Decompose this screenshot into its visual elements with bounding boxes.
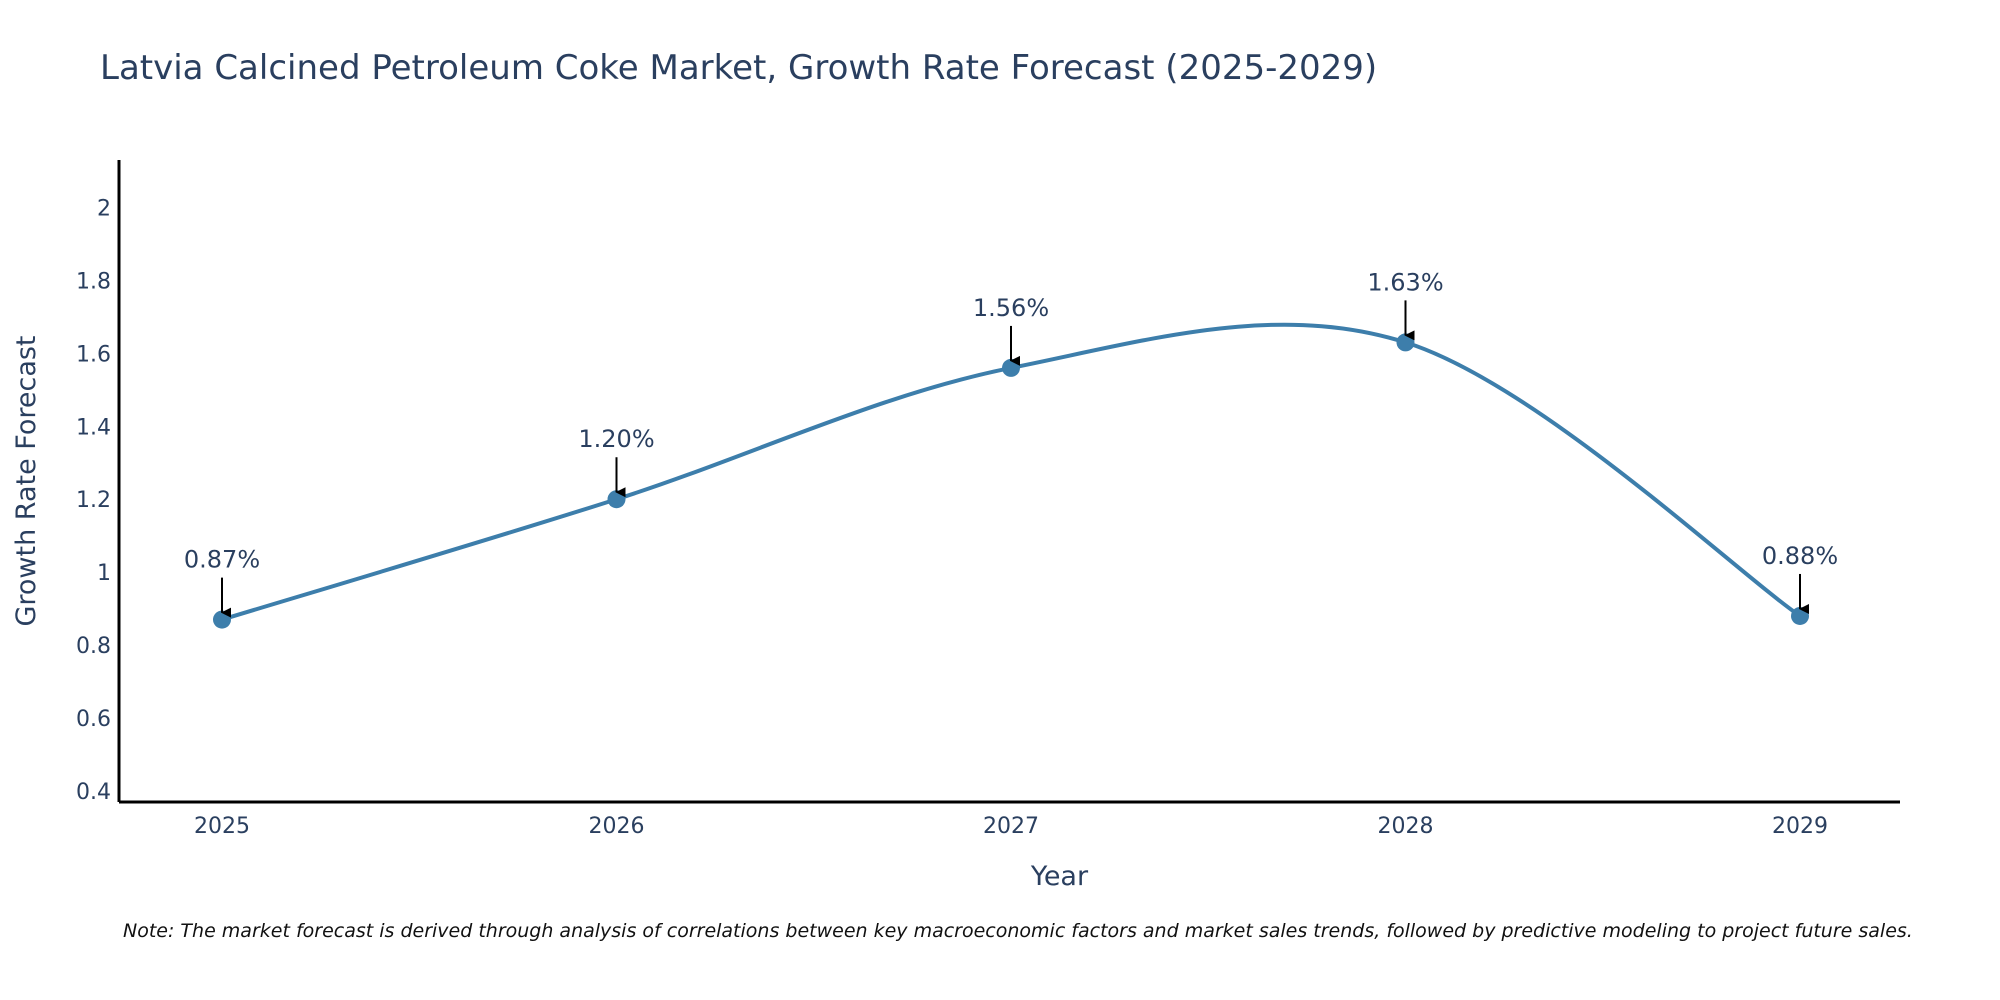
x-axis-ticks: 2025 2026 2027 2028 2029 [194, 814, 1828, 839]
chart-note: Note: The market forecast is derived thr… [123, 920, 1913, 942]
y-axis-ticks: 0.4 0.6 0.8 1 1.2 1.4 1.6 1.8 2 [76, 196, 111, 805]
x-tick-label: 2028 [1378, 814, 1434, 839]
x-axis-title: Year [1030, 861, 1089, 892]
data-label: 0.88% [1762, 542, 1838, 570]
y-tick-label: 0.6 [76, 707, 111, 732]
data-point[interactable] [607, 490, 626, 509]
data-label: 1.63% [1367, 268, 1443, 296]
data-label: 1.56% [973, 294, 1049, 322]
x-tick-label: 2027 [983, 814, 1039, 839]
y-tick-label: 0.8 [76, 634, 111, 659]
series-markers [213, 333, 1809, 629]
y-tick-label: 0.4 [76, 780, 111, 805]
y-tick-label: 1.2 [76, 488, 111, 513]
data-point[interactable] [213, 610, 231, 629]
y-tick-label: 1 [97, 561, 111, 586]
y-tick-label: 2 [97, 196, 111, 221]
y-tick-label: 1.6 [76, 342, 111, 367]
data-label: 0.87% [184, 546, 260, 574]
data-point[interactable] [1396, 333, 1415, 352]
x-tick-label: 2026 [589, 814, 645, 839]
y-axis-title: Growth Rate Forecast [11, 335, 42, 626]
y-tick-label: 1.8 [76, 269, 111, 294]
x-tick-label: 2025 [194, 814, 250, 839]
x-tick-label: 2029 [1772, 814, 1828, 839]
data-annotations: 0.87% 1.20% 1.56% 1.63% 0.88% [184, 268, 1838, 618]
data-label: 1.20% [578, 425, 654, 453]
y-tick-label: 1.4 [76, 415, 111, 440]
data-point[interactable] [1791, 606, 1809, 625]
data-point[interactable] [1002, 358, 1020, 377]
chart-title: Latvia Calcined Petroleum Coke Market, G… [100, 48, 1378, 88]
